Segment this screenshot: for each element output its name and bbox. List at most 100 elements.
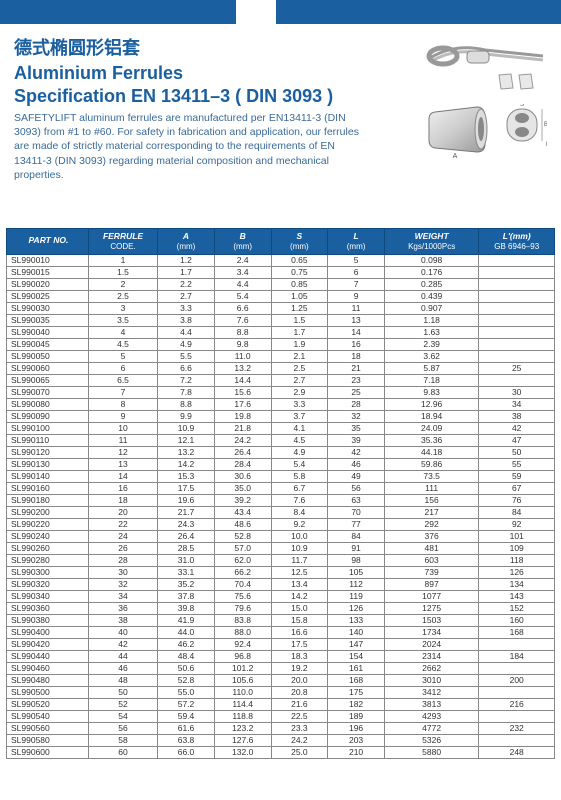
cell: 8.8	[158, 398, 215, 410]
header: 德式椭圆形铝套 Aluminium Ferrules Specification…	[0, 24, 561, 188]
table-row: SL9902802831.062.011.798603118	[7, 554, 555, 566]
cell: 59.4	[158, 710, 215, 722]
cell: 196	[328, 722, 385, 734]
cell: 18.3	[271, 650, 328, 662]
cell: 4.1	[271, 422, 328, 434]
cell: 92.4	[214, 638, 271, 650]
cell: 28	[328, 398, 385, 410]
cell: 24.2	[214, 434, 271, 446]
cell: 897	[384, 578, 478, 590]
cell: 2662	[384, 662, 478, 674]
cell: 19.8	[214, 410, 271, 422]
cell: 114.4	[214, 698, 271, 710]
cell: 7.8	[158, 386, 215, 398]
table-row: SL9901801819.639.27.66315676	[7, 494, 555, 506]
cell: SL990220	[7, 518, 89, 530]
cell: 22.5	[271, 710, 328, 722]
cell: 55.0	[158, 686, 215, 698]
table-row: SL9900252.52.75.41.0590.439	[7, 290, 555, 302]
cell: 23	[328, 374, 385, 386]
cell: 21.6	[271, 698, 328, 710]
cell: SL990480	[7, 674, 89, 686]
cell: 44.18	[384, 446, 478, 458]
cell: 48.4	[158, 650, 215, 662]
cell: 83.8	[214, 614, 271, 626]
cell: 88.0	[214, 626, 271, 638]
cell: 48	[88, 674, 157, 686]
col-header-4: S(mm)	[271, 228, 328, 254]
table-row: SL9901201213.226.44.94244.1850	[7, 446, 555, 458]
cell: 13	[88, 458, 157, 470]
cell: 28.4	[214, 458, 271, 470]
svg-text:B: B	[544, 122, 547, 128]
cell: 10.0	[271, 530, 328, 542]
cell	[479, 338, 555, 350]
cell: 56	[88, 722, 157, 734]
cell: 56	[328, 482, 385, 494]
cell: 34	[479, 398, 555, 410]
cell: 10.9	[158, 422, 215, 434]
col-header-5: L(mm)	[328, 228, 385, 254]
cell: 0.75	[271, 266, 328, 278]
cell: 3010	[384, 674, 478, 686]
cell: SL990015	[7, 266, 89, 278]
cell: 52	[88, 698, 157, 710]
cell: 0.176	[384, 266, 478, 278]
table-row: SL99008088.817.63.32812.9634	[7, 398, 555, 410]
cell: 44.0	[158, 626, 215, 638]
table-row: SL9900151.51.73.40.7560.176	[7, 266, 555, 278]
cell: 12	[88, 446, 157, 458]
cell: 200	[479, 674, 555, 686]
cell: 16.6	[271, 626, 328, 638]
cell: 61.6	[158, 722, 215, 734]
cell: 39.8	[158, 602, 215, 614]
cell: SL990180	[7, 494, 89, 506]
cell: SL990035	[7, 314, 89, 326]
cell: 14.4	[214, 374, 271, 386]
cell: SL990120	[7, 446, 89, 458]
cell: 1.5	[88, 266, 157, 278]
cell: 126	[479, 566, 555, 578]
cell: 143	[479, 590, 555, 602]
cell: SL990280	[7, 554, 89, 566]
cell: SL990070	[7, 386, 89, 398]
cell: 15.0	[271, 602, 328, 614]
table-row: SL9904404448.496.818.31542314184	[7, 650, 555, 662]
cell: 1.18	[384, 314, 478, 326]
cell: 75.6	[214, 590, 271, 602]
cell: 59.86	[384, 458, 478, 470]
spec-table-wrap: PART NO.FERRULECODE.A(mm)B(mm)S(mm)L(mm)…	[0, 228, 561, 759]
cell: 21.7	[158, 506, 215, 518]
cell: 30.6	[214, 470, 271, 482]
cell: 28	[88, 554, 157, 566]
cell: 3412	[384, 686, 478, 698]
cell: 160	[479, 614, 555, 626]
cell: 11	[328, 302, 385, 314]
cell: 2.7	[271, 374, 328, 386]
table-row: SL9900656.57.214.42.7237.18	[7, 374, 555, 386]
cell: 18	[328, 350, 385, 362]
cell: 17.6	[214, 398, 271, 410]
cell: 50.6	[158, 662, 215, 674]
cell: 52.8	[158, 674, 215, 686]
cell: 2.1	[271, 350, 328, 362]
cell: 11.7	[271, 554, 328, 566]
cell: 105	[328, 566, 385, 578]
cell: 6.5	[88, 374, 157, 386]
cell: 127.6	[214, 734, 271, 746]
cell: 17.5	[158, 482, 215, 494]
table-row: SL99009099.919.83.73218.9438	[7, 410, 555, 422]
table-row: SL9900353.53.87.61.5131.18	[7, 314, 555, 326]
cell: 46.2	[158, 638, 215, 650]
cell: 35.0	[214, 482, 271, 494]
table-row: SL9903403437.875.614.21191077143	[7, 590, 555, 602]
cell: 14.2	[271, 590, 328, 602]
cell: 1.9	[271, 338, 328, 350]
svg-text:S: S	[520, 104, 524, 108]
cell: SL990045	[7, 338, 89, 350]
cell: SL990400	[7, 626, 89, 638]
cell: 8	[88, 398, 157, 410]
cell: 0.285	[384, 278, 478, 290]
cell: 18.94	[384, 410, 478, 422]
cell: 2314	[384, 650, 478, 662]
